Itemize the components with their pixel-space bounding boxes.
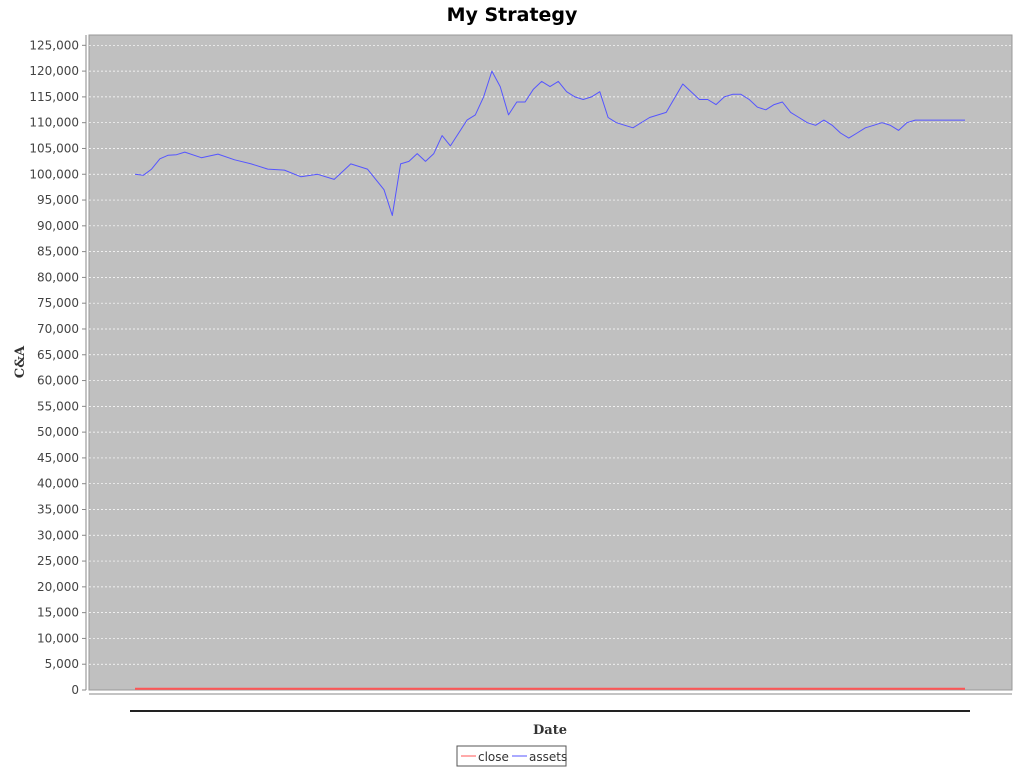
x-axis-label: Date <box>533 723 567 738</box>
legend-label-close: close <box>478 750 509 764</box>
y-tick-label: 15,000 <box>37 606 79 620</box>
y-tick-label: 70,000 <box>37 322 79 336</box>
y-tick-label: 80,000 <box>37 270 79 284</box>
legend: close assets <box>456 745 567 767</box>
y-tick-label: 30,000 <box>37 528 79 542</box>
y-tick-label: 35,000 <box>37 502 79 516</box>
y-tick-label: 60,000 <box>37 374 79 388</box>
plot-area <box>88 34 1013 691</box>
y-tick-label: 40,000 <box>37 477 79 491</box>
gridlines <box>89 44 1012 665</box>
y-tick-label: 110,000 <box>29 116 79 130</box>
y-tick-label: 0 <box>71 683 79 697</box>
y-tick-label: 105,000 <box>29 141 79 155</box>
y-tick-label: 45,000 <box>37 451 79 465</box>
y-tick-label: 95,000 <box>37 193 79 207</box>
legend-box <box>456 745 567 767</box>
y-tick-label: 75,000 <box>37 296 79 310</box>
y-tick-label: 65,000 <box>37 348 79 362</box>
y-tick-label: 55,000 <box>37 399 79 413</box>
y-tick-label: 25,000 <box>37 554 79 568</box>
y-tick-label: 90,000 <box>37 219 79 233</box>
series-layer <box>134 70 965 690</box>
series-line-assets <box>134 70 965 216</box>
y-tick-label: 50,000 <box>37 425 79 439</box>
y-tick-label: 20,000 <box>37 580 79 594</box>
y-axis-label: C&A <box>13 345 28 378</box>
y-tick-label: 85,000 <box>37 245 79 259</box>
chart-title: My Strategy <box>447 4 578 26</box>
y-tick-label: 125,000 <box>29 38 79 52</box>
y-axis-ticks: 0 5,000 10,000 15,000 20,000 25,000 30,000 35,0… <box>29 38 86 697</box>
legend-label-assets: assets <box>529 750 567 764</box>
y-tick-label: 120,000 <box>29 64 79 78</box>
y-tick-label: 10,000 <box>37 631 79 645</box>
y-tick-label: 5,000 <box>45 657 79 671</box>
y-tick-label: 100,000 <box>29 167 79 181</box>
y-tick-label: 115,000 <box>29 90 79 104</box>
